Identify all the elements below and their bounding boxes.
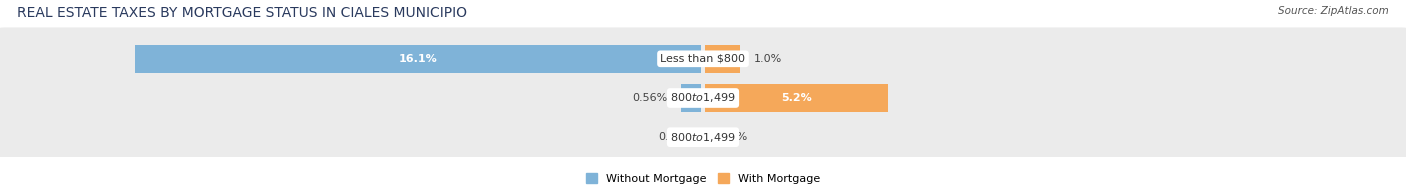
- Text: Source: ZipAtlas.com: Source: ZipAtlas.com: [1278, 6, 1389, 16]
- Text: 16.1%: 16.1%: [398, 54, 437, 64]
- Text: $800 to $1,499: $800 to $1,499: [671, 92, 735, 104]
- FancyBboxPatch shape: [0, 67, 1406, 129]
- FancyBboxPatch shape: [0, 106, 1406, 169]
- Text: REAL ESTATE TAXES BY MORTGAGE STATUS IN CIALES MUNICIPIO: REAL ESTATE TAXES BY MORTGAGE STATUS IN …: [17, 6, 467, 20]
- Bar: [135, 45, 700, 73]
- Text: 0.56%: 0.56%: [631, 93, 668, 103]
- Text: 0.0%: 0.0%: [720, 132, 748, 142]
- Bar: [682, 84, 700, 112]
- FancyBboxPatch shape: [0, 27, 1406, 90]
- Bar: [706, 84, 889, 112]
- Text: 0.0%: 0.0%: [658, 132, 688, 142]
- Text: 5.2%: 5.2%: [782, 93, 811, 103]
- Text: 1.0%: 1.0%: [754, 54, 783, 64]
- Legend: Without Mortgage, With Mortgage: Without Mortgage, With Mortgage: [582, 169, 824, 188]
- Bar: [706, 45, 741, 73]
- Text: Less than $800: Less than $800: [661, 54, 745, 64]
- Text: $800 to $1,499: $800 to $1,499: [671, 131, 735, 144]
